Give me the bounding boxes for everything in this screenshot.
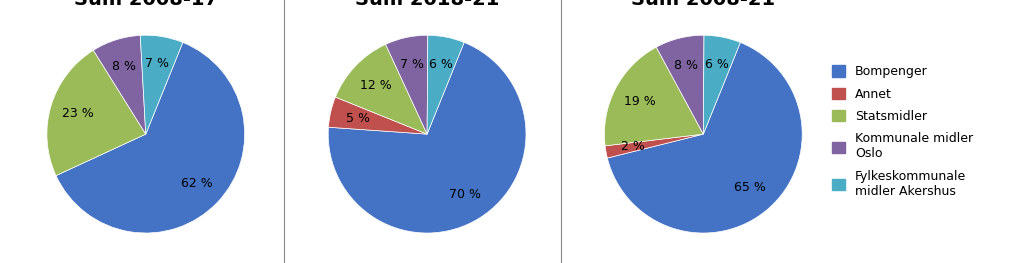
Text: 62 %: 62 % (181, 177, 213, 190)
Wedge shape (336, 44, 428, 134)
Title: Sum 2008-21: Sum 2008-21 (631, 0, 775, 9)
Wedge shape (93, 36, 146, 134)
Wedge shape (140, 35, 183, 134)
Wedge shape (606, 134, 704, 158)
Wedge shape (47, 50, 146, 176)
Wedge shape (657, 35, 704, 134)
Title: Sum 2008-17: Sum 2008-17 (74, 0, 218, 9)
Wedge shape (386, 35, 428, 134)
Text: 23 %: 23 % (61, 107, 93, 120)
Wedge shape (56, 42, 244, 233)
Wedge shape (608, 42, 802, 233)
Text: 5 %: 5 % (346, 112, 369, 125)
Text: 2 %: 2 % (621, 140, 646, 154)
Text: 7 %: 7 % (400, 58, 425, 71)
Wedge shape (605, 47, 704, 146)
Text: 12 %: 12 % (360, 79, 392, 92)
Text: 8 %: 8 % (113, 60, 136, 73)
Wedge shape (328, 97, 428, 134)
Wedge shape (704, 35, 741, 134)
Text: 70 %: 70 % (449, 188, 481, 201)
Title: Sum 2018-21: Sum 2018-21 (355, 0, 499, 9)
Text: 65 %: 65 % (735, 181, 766, 194)
Wedge shape (328, 42, 526, 233)
Legend: Bompenger, Annet, Statsmidler, Kommunale midler
Oslo, Fylkeskommunale
midler Ake: Bompenger, Annet, Statsmidler, Kommunale… (833, 65, 973, 198)
Text: 6 %: 6 % (429, 58, 453, 71)
Text: 6 %: 6 % (705, 58, 729, 71)
Wedge shape (428, 35, 464, 134)
Text: 7 %: 7 % (145, 57, 170, 70)
Text: 19 %: 19 % (624, 95, 656, 108)
Text: 8 %: 8 % (674, 59, 698, 72)
